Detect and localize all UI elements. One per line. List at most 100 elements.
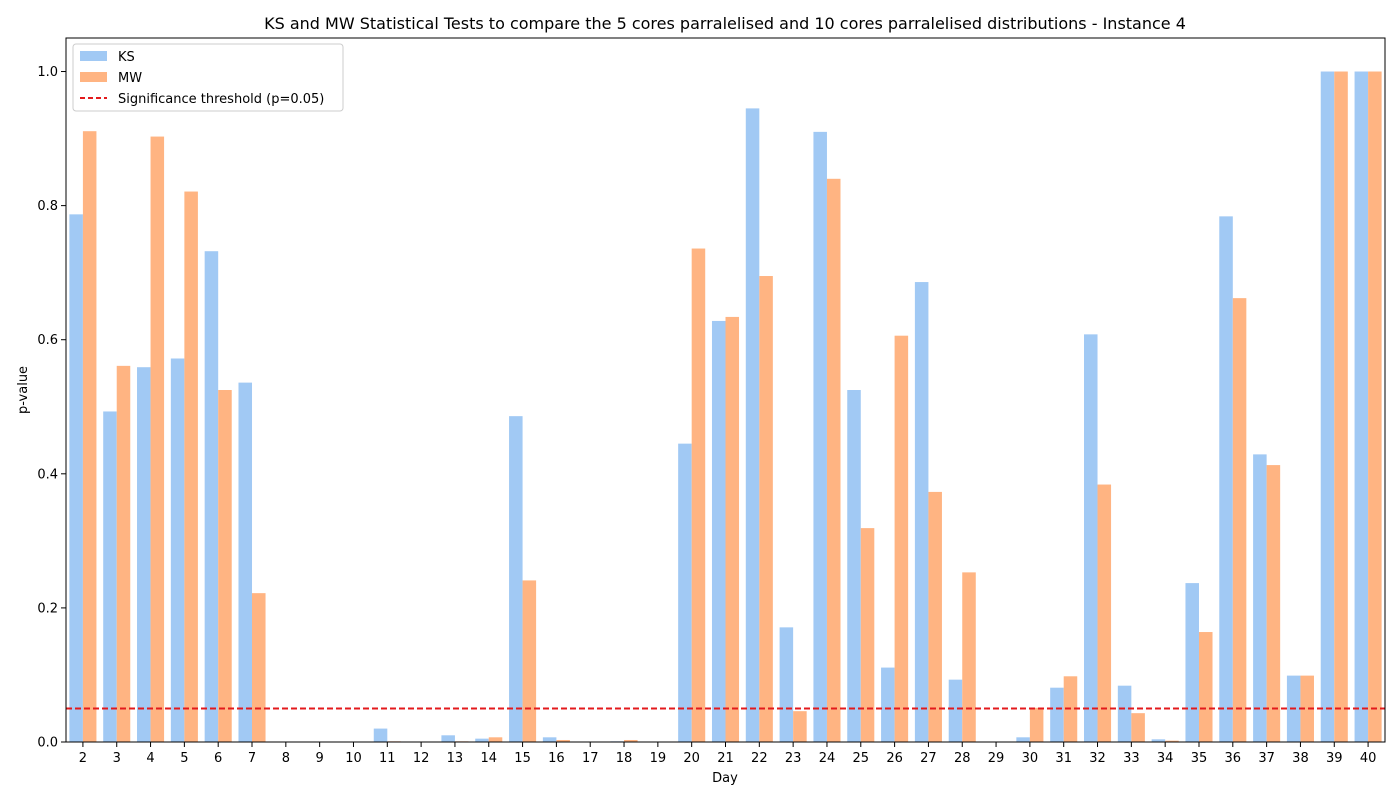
bar-ks-day-25 [847,390,861,742]
bar-ks-day-26 [881,667,895,742]
bar-mw-day-4 [150,136,165,742]
x-tick-label-26: 26 [886,751,903,766]
bar-ks-day-32 [1084,334,1098,742]
legend-swatch-ks [80,51,107,61]
x-tick-label-9: 9 [316,751,324,766]
x-tick-label-31: 31 [1055,751,1072,766]
legend-label-mw: MW [118,71,142,86]
x-tick-label-19: 19 [650,751,667,766]
x-tick-label-16: 16 [548,751,565,766]
bar-mw-day-24 [826,178,841,743]
bar-ks-day-24 [813,131,827,742]
bar-mw-day-18 [624,739,638,742]
legend: KS MW Significance threshold (p=0.05) [72,43,344,112]
bar-ks-day-16 [542,737,557,742]
bar-mw-day-30 [1029,707,1044,742]
x-tick-label-14: 14 [480,751,497,766]
bar-mw-day-39 [1334,71,1348,742]
bar-ks-day-23 [779,627,794,742]
bar-ks-day-35 [1185,583,1199,742]
bar-ks-day-2 [69,214,83,743]
bar-ks-day-31 [1050,687,1064,742]
bar-ks-day-34 [1151,739,1166,742]
x-tick-label-22: 22 [751,751,768,766]
bar-ks-day-5 [170,358,185,742]
x-tick-label-27: 27 [920,751,937,766]
bar-ks-day-15 [509,416,523,742]
bar-ks-day-6 [204,251,219,742]
legend-label-ks: KS [118,50,135,65]
bar-ks-day-30 [1016,737,1030,742]
bar-mw-day-32 [1097,484,1112,742]
x-tick-label-7: 7 [248,751,256,766]
bar-mw-day-36 [1232,298,1247,742]
bar-mw-day-37 [1266,465,1281,742]
bar-ks-day-28 [948,679,963,742]
x-tick-label-38: 38 [1292,751,1309,766]
y-tick-label-0.2: 0.2 [37,601,58,616]
x-tick-label-8: 8 [282,751,290,766]
y-tick-label-0.0: 0.0 [37,736,58,751]
bar-ks-day-27 [914,282,929,742]
bar-ks-day-20 [678,443,692,742]
bar-mw-day-35 [1198,632,1213,742]
bar-mw-day-20 [691,248,706,742]
x-tick-label-21: 21 [717,751,734,766]
bar-mw-day-23 [793,711,807,742]
bar-ks-day-11 [373,728,388,742]
x-tick-label-10: 10 [345,751,362,766]
x-tick-label-6: 6 [214,751,222,766]
bar-mw-day-16 [556,739,570,742]
x-tick-label-32: 32 [1089,751,1106,766]
y-tick-label-0.4: 0.4 [37,467,58,482]
x-tick-label-3: 3 [113,751,121,766]
bar-mw-day-34 [1165,740,1179,742]
y-tick-label-1.0: 1.0 [37,65,58,80]
bar-ks-day-13 [441,735,455,742]
bar-ks-day-40 [1354,71,1369,742]
legend-box [72,43,344,112]
bar-mw-day-26 [894,335,909,742]
bar-mw-day-21 [725,316,740,742]
bar-ks-day-33 [1117,685,1132,742]
legend-swatch-mw [80,72,107,82]
x-tick-label-33: 33 [1123,751,1140,766]
bar-mw-day-3 [116,365,131,742]
bar-ks-day-3 [103,411,117,742]
x-tick-label-25: 25 [853,751,870,766]
x-tick-label-15: 15 [514,751,531,766]
x-tick-label-35: 35 [1191,751,1208,766]
bar-ks-day-21 [711,320,726,742]
x-tick-label-2: 2 [79,751,87,766]
x-tick-label-29: 29 [988,751,1005,766]
x-tick-label-37: 37 [1258,751,1275,766]
bar-mw-day-33 [1131,713,1145,742]
x-tick-label-36: 36 [1225,751,1242,766]
x-tick-label-34: 34 [1157,751,1174,766]
x-tick-label-30: 30 [1022,751,1039,766]
x-tick-label-17: 17 [582,751,599,766]
bar-ks-day-7 [238,382,253,742]
x-tick-label-23: 23 [785,751,802,766]
bar-mw-day-22 [759,276,773,742]
x-axis-label: Day [712,771,738,786]
x-tick-label-28: 28 [954,751,971,766]
bar-mw-day-40 [1368,71,1382,742]
bar-mw-day-6 [218,390,232,742]
y-axis-label: p-value [16,366,31,414]
bar-ks-day-39 [1320,71,1335,742]
bar-mw-day-5 [184,191,198,743]
bar-mw-day-15 [522,580,537,742]
bar-mw-day-7 [252,593,266,742]
bar-ks-day-22 [745,108,760,742]
bar-mw-day-28 [962,572,976,742]
bar-mw-day-14 [488,737,503,742]
x-tick-label-13: 13 [447,751,464,766]
axes: 0.00.20.40.60.81.02 3 4 5 6 7 8 9 10 11 12 13 14 15 16… [37,37,1386,766]
bar-mw-day-27 [928,491,942,742]
bar-ks-day-4 [137,367,151,742]
x-tick-label-5: 5 [180,751,188,766]
legend-label-threshold: Significance threshold (p=0.05) [118,92,324,107]
bar-ks-day-36 [1219,216,1233,743]
